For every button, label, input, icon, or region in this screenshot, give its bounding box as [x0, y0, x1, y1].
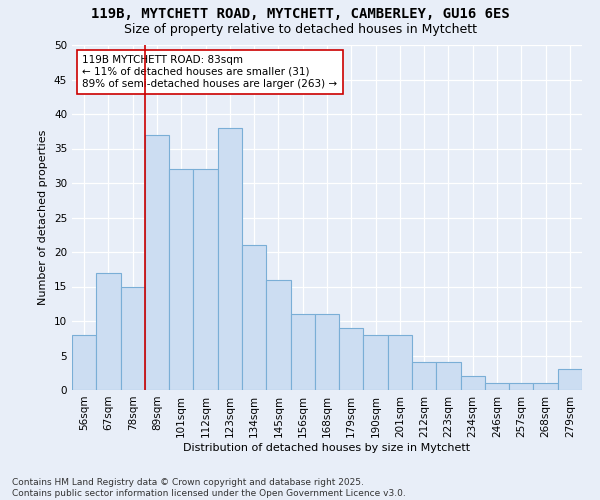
- Bar: [193, 169, 218, 390]
- Bar: [388, 335, 412, 390]
- Bar: [96, 272, 121, 390]
- Bar: [509, 383, 533, 390]
- Text: 119B, MYTCHETT ROAD, MYTCHETT, CAMBERLEY, GU16 6ES: 119B, MYTCHETT ROAD, MYTCHETT, CAMBERLEY…: [91, 8, 509, 22]
- Bar: [436, 362, 461, 390]
- Bar: [242, 245, 266, 390]
- Bar: [558, 370, 582, 390]
- Bar: [72, 335, 96, 390]
- Bar: [364, 335, 388, 390]
- Bar: [266, 280, 290, 390]
- Bar: [533, 383, 558, 390]
- Bar: [121, 286, 145, 390]
- Bar: [485, 383, 509, 390]
- Bar: [290, 314, 315, 390]
- Bar: [218, 128, 242, 390]
- Bar: [339, 328, 364, 390]
- Y-axis label: Number of detached properties: Number of detached properties: [38, 130, 49, 305]
- Bar: [315, 314, 339, 390]
- Bar: [461, 376, 485, 390]
- Bar: [145, 134, 169, 390]
- X-axis label: Distribution of detached houses by size in Mytchett: Distribution of detached houses by size …: [184, 442, 470, 452]
- Bar: [412, 362, 436, 390]
- Text: Contains HM Land Registry data © Crown copyright and database right 2025.
Contai: Contains HM Land Registry data © Crown c…: [12, 478, 406, 498]
- Text: 119B MYTCHETT ROAD: 83sqm
← 11% of detached houses are smaller (31)
89% of semi-: 119B MYTCHETT ROAD: 83sqm ← 11% of detac…: [82, 56, 337, 88]
- Text: Size of property relative to detached houses in Mytchett: Size of property relative to detached ho…: [124, 22, 476, 36]
- Bar: [169, 169, 193, 390]
